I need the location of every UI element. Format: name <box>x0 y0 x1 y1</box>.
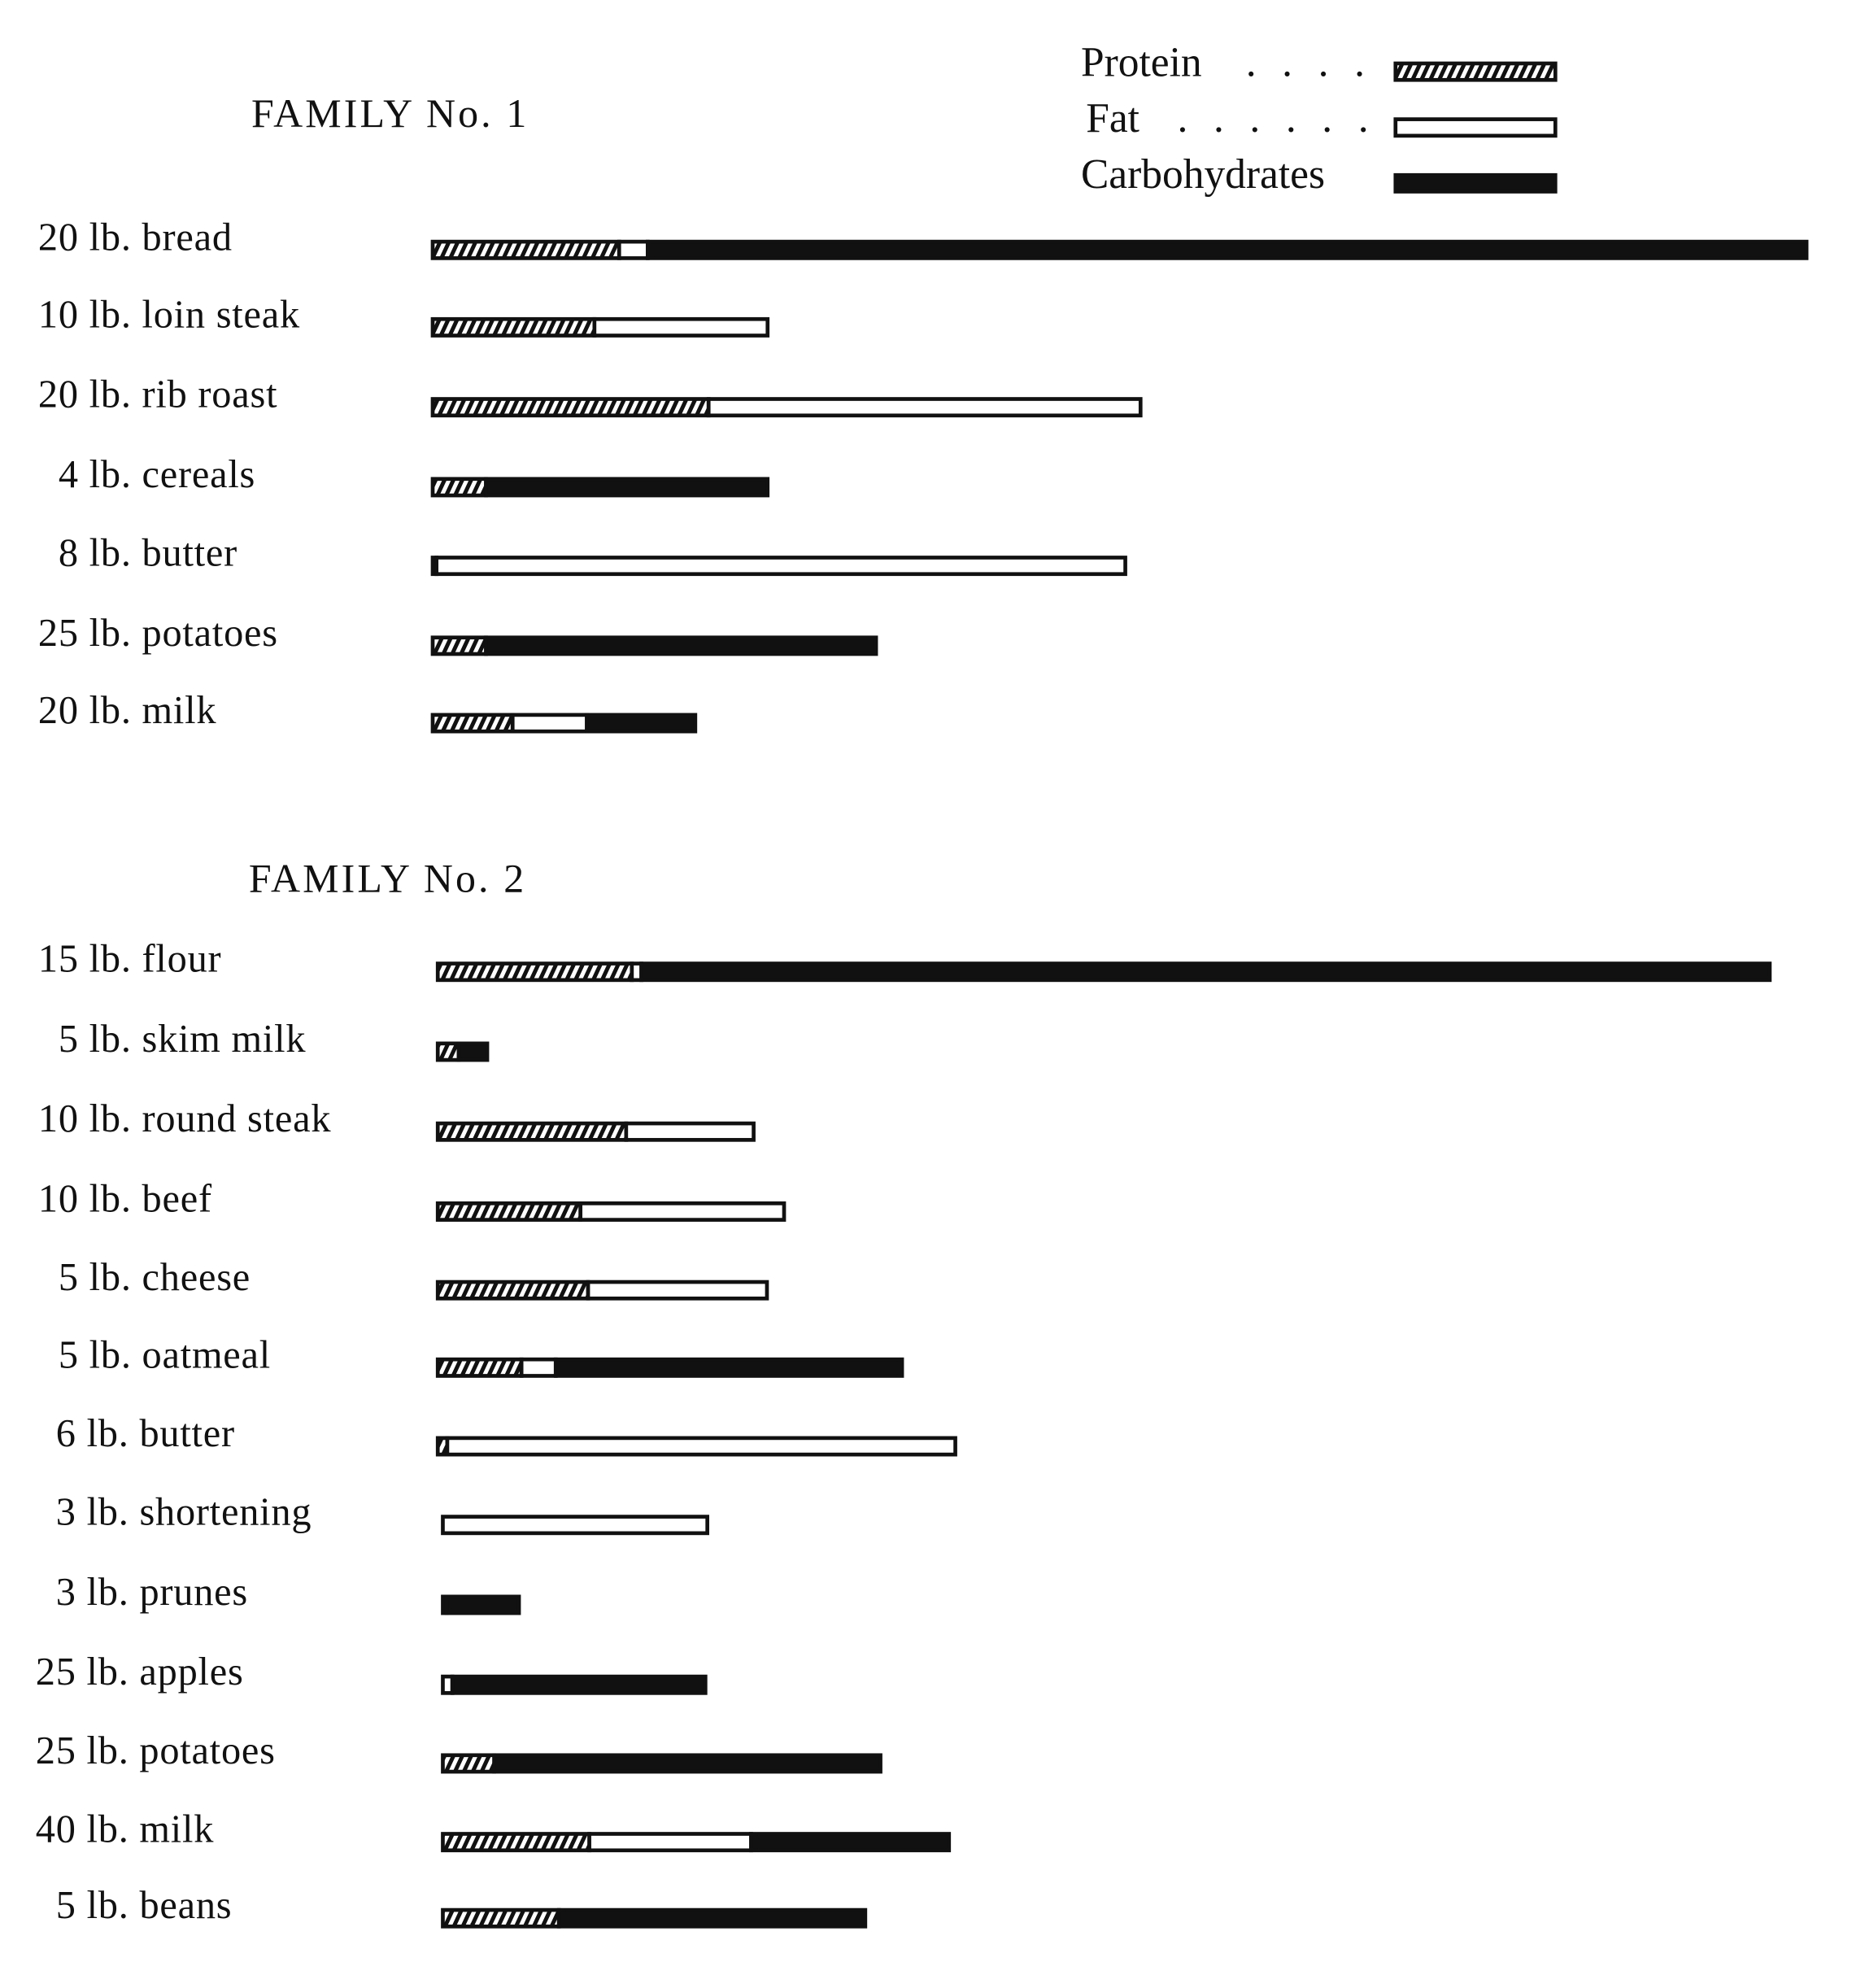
bar-row: 25 lb. potatoes <box>36 1729 882 1774</box>
category-label: 5 lb. oatmeal <box>59 1333 271 1376</box>
bar-segment-fat <box>587 1832 753 1853</box>
bar-segment-carbohydrates <box>492 1753 882 1774</box>
legend-item-carbohydrates: Carbohydrates <box>1081 151 1558 198</box>
category-label: 20 lb. rib roast <box>38 373 277 416</box>
bar-row: 20 lb. milk <box>38 689 698 734</box>
bar-segment-protein <box>430 316 597 338</box>
bar-segment-protein <box>430 239 621 260</box>
bar-segment-carbohydrates <box>585 713 698 734</box>
bar-segment-fat <box>434 556 1127 577</box>
bar-segment-protein <box>430 477 488 498</box>
legend-swatch-hatched <box>1393 61 1558 82</box>
bar-row: 4 lb. cereals <box>59 453 770 498</box>
bar-segment-protein <box>430 635 488 656</box>
bar-segment-carbohydrates <box>646 239 1809 260</box>
bar-segment-protein <box>435 1357 524 1378</box>
category-label: 25 lb. potatoes <box>36 1729 276 1772</box>
bar-row: 25 lb. potatoes <box>38 612 878 656</box>
bar-row: 3 lb. shortening <box>56 1491 709 1536</box>
bar-row: 3 lb. prunes <box>56 1571 521 1615</box>
bar-row: 10 lb. beef <box>38 1177 787 1222</box>
bar-segment-fat <box>706 397 1143 418</box>
bar-segment-protein <box>435 961 634 983</box>
legend-label: Fat <box>1086 95 1139 142</box>
bar-segment-carbohydrates <box>444 1594 521 1615</box>
bar-segment-protein <box>435 1041 461 1062</box>
bar-row: 25 lb. apples <box>36 1650 708 1695</box>
bar-segment-fat <box>445 1436 957 1457</box>
bar-segment-carbohydrates <box>639 961 1772 983</box>
category-label: 10 lb. beef <box>38 1177 212 1220</box>
bar-row: 8 lb. butter <box>59 532 1127 577</box>
legend-swatch-open <box>1393 117 1558 138</box>
category-label: 5 lb. cheese <box>59 1256 251 1299</box>
bar-row: 20 lb. rib roast <box>38 373 1143 418</box>
legend-leader-dots: . . . . . . <box>1178 95 1376 142</box>
legend-item-fat: Fat . . . . . . <box>1086 95 1558 142</box>
bar-segment-protein <box>430 713 515 734</box>
category-label: 3 lb. prunes <box>56 1571 248 1614</box>
bar-segment-protein <box>435 1121 629 1142</box>
bar-row: 10 lb. round steak <box>38 1097 756 1142</box>
bar-row: 15 lb. flour <box>38 938 1772 983</box>
category-label: 10 lb. loin steak <box>38 293 300 336</box>
bar-row: 5 lb. cheese <box>59 1256 769 1301</box>
bar-segment-fat <box>441 1515 709 1536</box>
bar-segment-protein <box>430 397 711 418</box>
bar-segment-fat <box>578 1201 787 1222</box>
bar-segment-fat <box>624 1121 756 1142</box>
bar-row: 40 lb. milk <box>36 1808 952 1853</box>
category-label: 15 lb. flour <box>38 938 221 981</box>
bar-segment-carbohydrates <box>553 1357 904 1378</box>
legend-leader-dots: . . . . <box>1246 40 1373 86</box>
category-label: 40 lb. milk <box>36 1808 214 1851</box>
bar-segment-carbohydrates <box>556 1907 868 1929</box>
bar-segment-fat <box>510 713 589 734</box>
bar-segment-protein <box>435 1280 590 1301</box>
bar-segment-carbohydrates <box>749 1832 952 1853</box>
bar-segment-fat <box>592 316 770 338</box>
bar-row: 5 lb. oatmeal <box>59 1333 904 1378</box>
category-label: 4 lb. cereals <box>59 453 255 496</box>
bar-segment-protein <box>441 1753 496 1774</box>
bar-row: 20 lb. bread <box>38 216 1809 260</box>
bar-segment-carbohydrates <box>484 477 770 498</box>
bar-segment-carbohydrates <box>484 635 878 656</box>
legend-swatch-solid <box>1393 172 1558 194</box>
category-label: 5 lb. beans <box>56 1884 233 1927</box>
bar-segment-protein <box>441 1907 561 1929</box>
panel-title: FAMILY No. 2 <box>249 856 526 900</box>
bar-row: 5 lb. skim milk <box>59 1018 490 1062</box>
category-label: 25 lb. apples <box>36 1650 244 1694</box>
bar-segment-carbohydrates <box>450 1674 708 1695</box>
bar-segment-fat <box>519 1357 558 1378</box>
bar-row: 6 lb. butter <box>56 1412 957 1457</box>
bar-row: 5 lb. beans <box>56 1884 868 1929</box>
category-label: 25 lb. potatoes <box>38 612 278 655</box>
bar-segment-carbohydrates <box>456 1041 490 1062</box>
category-label: 5 lb. skim milk <box>59 1018 306 1061</box>
category-label: 6 lb. butter <box>56 1412 235 1455</box>
bar-segment-protein <box>441 1832 591 1853</box>
category-label: 10 lb. round steak <box>38 1097 331 1140</box>
bar-row: 10 lb. loin steak <box>38 293 770 338</box>
legend-label: Carbohydrates <box>1081 151 1325 198</box>
legend-label: Protein <box>1081 40 1202 86</box>
panel-family-1: FAMILY No. 1 20 lb. bread 10 lb. loin stea… <box>38 91 1809 734</box>
panel-family-2: FAMILY No. 2 15 lb. flour 5 lb. skim milk 1… <box>36 856 1772 1929</box>
category-label: 20 lb. bread <box>38 216 233 259</box>
panel-title: FAMILY No. 1 <box>251 91 529 136</box>
bar-segment-fat <box>586 1280 769 1301</box>
category-label: 20 lb. milk <box>38 689 216 732</box>
panels: FAMILY No. 1 20 lb. bread 10 lb. loin stea… <box>36 91 1809 1929</box>
legend: Protein . . . . Fat . . . . . . Carbohydrate… <box>1081 40 1558 198</box>
legend-item-protein: Protein . . . . <box>1081 40 1558 86</box>
bar-segment-protein <box>435 1201 583 1222</box>
bar-segment-fat <box>617 239 650 260</box>
category-label: 8 lb. butter <box>59 532 237 575</box>
category-label: 3 lb. shortening <box>56 1491 312 1534</box>
